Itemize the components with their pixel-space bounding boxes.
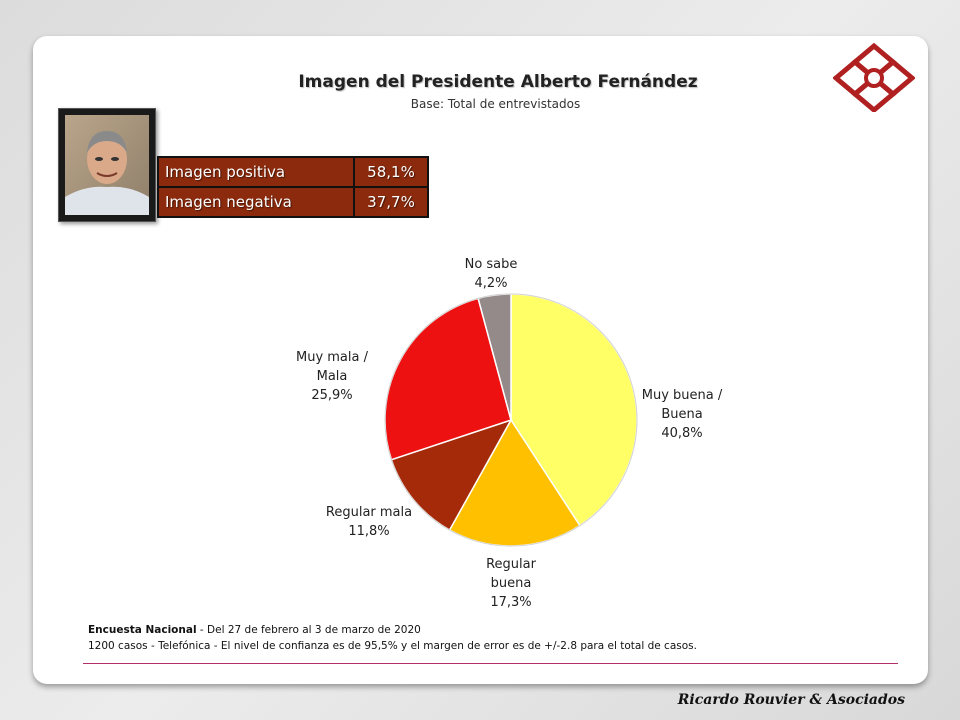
brand-signature: Ricardo Rouvier & Asociados bbox=[677, 692, 905, 708]
slice-label: Muy mala / Mala 25,9% bbox=[296, 350, 369, 403]
portrait-icon bbox=[65, 115, 149, 215]
slide-card: Imagen del Presidente Alberto Fernández … bbox=[33, 36, 928, 684]
footnote-bold: Encuesta Nacional bbox=[88, 624, 197, 636]
pie-slice bbox=[390, 418, 513, 532]
slice-label: No sabe 4,2% bbox=[465, 257, 518, 291]
table-row: Imagen negativa 37,7% bbox=[157, 186, 429, 218]
pie-rim bbox=[384, 293, 638, 547]
chart-title: Imagen del Presidente Alberto Fernández bbox=[298, 72, 698, 92]
slice-label: Regular buena 17,3% bbox=[486, 557, 537, 610]
pie-slice bbox=[384, 297, 512, 461]
footnote: Encuesta Nacional - Del 27 de febrero al… bbox=[88, 622, 697, 654]
footnote-line1: - Del 27 de febrero al 3 de marzo de 202… bbox=[196, 624, 421, 636]
table-row: Imagen positiva 58,1% bbox=[157, 156, 429, 188]
portrait-photo bbox=[58, 108, 156, 222]
summary-value: 37,7% bbox=[353, 186, 429, 218]
image-summary-table: Imagen positiva 58,1% Imagen negativa 37… bbox=[157, 156, 429, 218]
summary-value: 58,1% bbox=[353, 156, 429, 188]
pie-chart: Muy buena / Buena 40,8% Regular buena 17,3% Re… bbox=[296, 257, 723, 610]
slice-label: Muy buena / Buena 40,8% bbox=[642, 388, 723, 441]
pie-slice bbox=[448, 418, 581, 547]
chart-subtitle: Base: Total de entrevistados bbox=[410, 97, 581, 111]
summary-label: Imagen positiva bbox=[157, 156, 355, 188]
divider bbox=[83, 663, 898, 664]
pie-slice bbox=[477, 293, 512, 421]
slice-label: Regular mala 11,8% bbox=[326, 505, 412, 539]
diamond-grid-logo-icon bbox=[833, 42, 915, 112]
footnote-line2: 1200 casos - Telefónica - El nivel de co… bbox=[88, 640, 697, 652]
summary-label: Imagen negativa bbox=[157, 186, 355, 218]
